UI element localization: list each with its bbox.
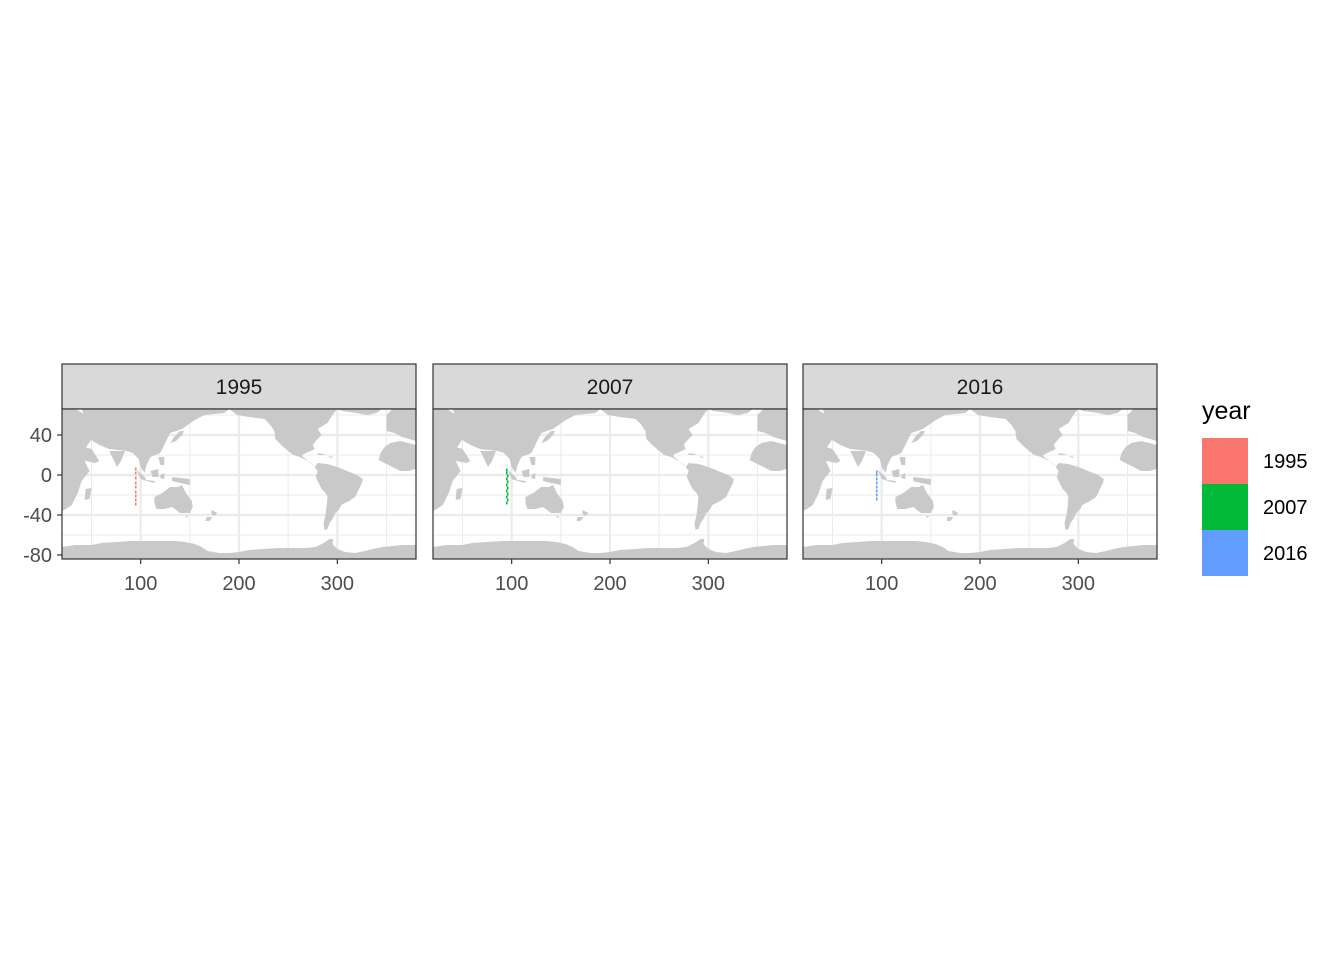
data-point: [134, 494, 137, 498]
data-point: [134, 502, 137, 506]
data-point: [506, 498, 509, 502]
legend-label-1995: 1995: [1263, 451, 1308, 473]
legend-key-2016: [1202, 530, 1248, 576]
data-point: [505, 501, 508, 505]
x-tick-label: 200: [222, 573, 255, 595]
x-tick-label: 300: [1062, 573, 1095, 595]
data-point: [875, 497, 878, 501]
x-tick-label: 100: [124, 573, 157, 595]
data-point: [506, 486, 509, 490]
facet-panel-1995: 1995 100 200 300: [61, 363, 417, 595]
facet-strip-label: 2007: [587, 376, 634, 399]
data-point: [506, 492, 509, 496]
y-tick-label: 40: [30, 425, 52, 447]
y-tick-label: 0: [41, 465, 52, 487]
data-point: [875, 489, 878, 493]
data-point: [134, 471, 137, 475]
x-tick-label: 200: [963, 573, 996, 595]
facet-strip: [61, 363, 417, 410]
legend-key-2007: [1202, 484, 1248, 530]
data-point: [506, 480, 509, 484]
data-point: [875, 470, 878, 474]
data-point: [505, 489, 508, 493]
facet-strip-label: 2016: [957, 376, 1004, 399]
data-point: [875, 473, 878, 477]
facet-strip: [802, 363, 1158, 410]
facet-panel-2007: 2007 100 200 300: [432, 363, 788, 595]
x-tick-label: 200: [593, 573, 626, 595]
x-tick-label: 300: [321, 573, 354, 595]
facet-strip: [432, 363, 788, 410]
data-point: [506, 474, 509, 478]
data-point: [134, 490, 137, 494]
data-point: [134, 498, 137, 502]
y-axis: 40 0 -40 -80: [23, 425, 62, 567]
legend-key-1995: [1202, 438, 1248, 484]
data-point: [875, 481, 878, 485]
x-tick-label: 300: [692, 573, 725, 595]
x-tick-label: 100: [865, 573, 898, 595]
data-point: [875, 493, 878, 497]
facet-strip-label: 1995: [216, 376, 263, 399]
x-tick-label: 100: [495, 573, 528, 595]
facet-panel-2016: 2016 100 200 300: [802, 363, 1158, 595]
data-point: [134, 485, 137, 489]
data-point: [505, 495, 508, 499]
data-point: [134, 476, 137, 480]
data-point: [505, 483, 508, 487]
data-point: [134, 481, 137, 485]
y-tick-label: -40: [23, 505, 52, 527]
legend-label-2016: 2016: [1263, 543, 1308, 565]
data-point: [875, 477, 878, 481]
legend-title: year: [1202, 397, 1251, 425]
legend: year 1995 2007 2016: [1202, 397, 1308, 576]
data-point: [505, 468, 508, 472]
y-tick-label: -80: [23, 545, 52, 567]
data-point: [505, 477, 508, 481]
legend-label-2007: 2007: [1263, 497, 1308, 519]
data-point: [134, 467, 137, 471]
data-point: [505, 471, 508, 475]
data-point: [875, 485, 878, 489]
